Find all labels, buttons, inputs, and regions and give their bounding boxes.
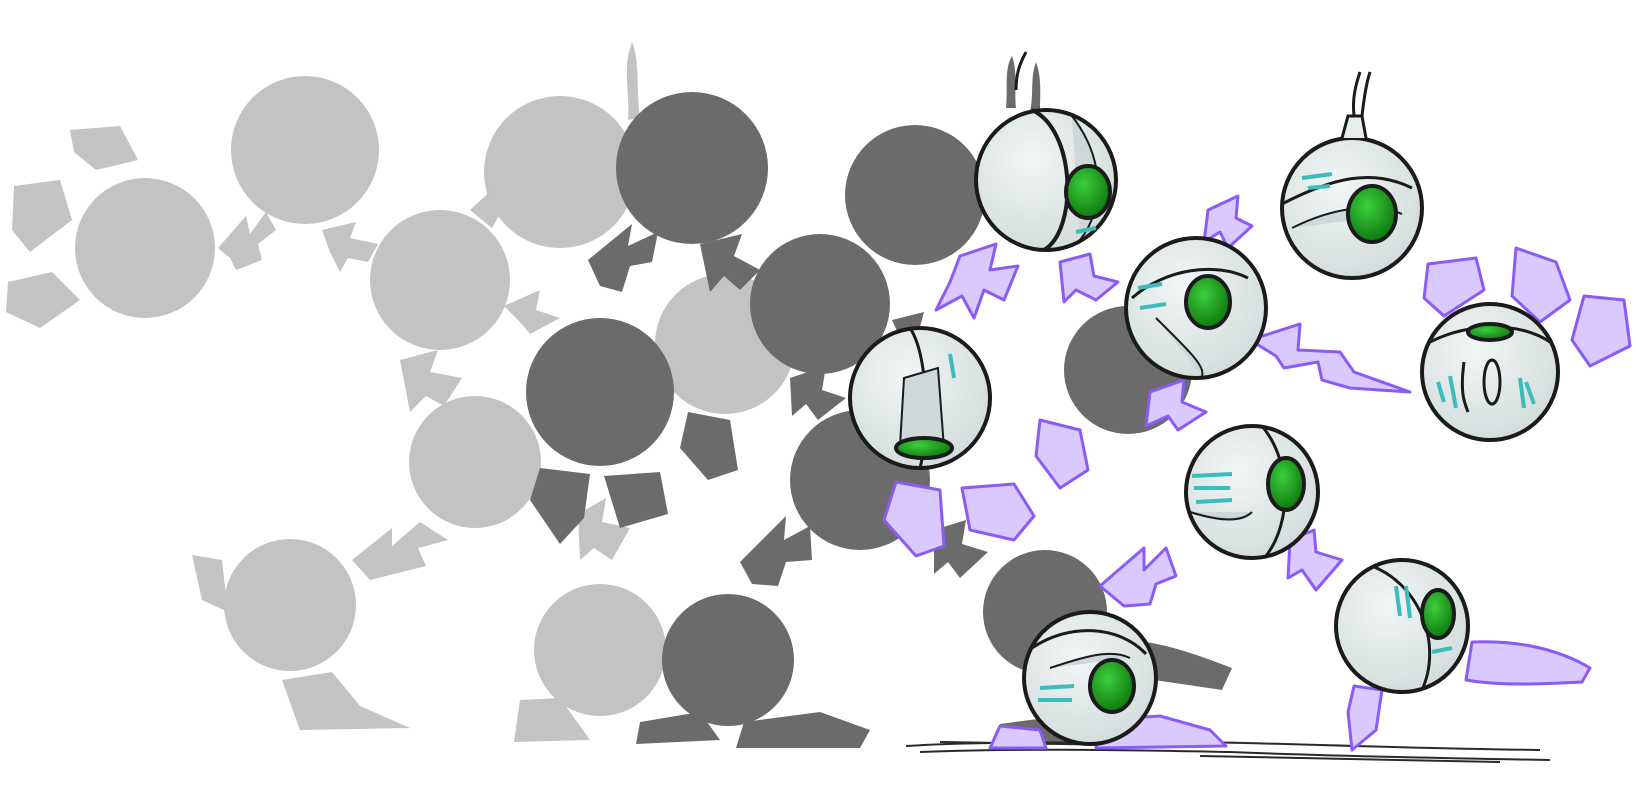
robot-orb-icon bbox=[1184, 424, 1320, 560]
limb-fragment-icon bbox=[1464, 640, 1592, 686]
lightning-bolt-icon bbox=[1058, 252, 1120, 304]
limb-fragment-icon bbox=[6, 272, 80, 328]
limb-fragment-icon bbox=[1510, 246, 1572, 324]
limb-fragment-icon bbox=[736, 712, 870, 748]
robot-orb-icon bbox=[1124, 236, 1268, 380]
lightning-bolt-icon bbox=[352, 522, 448, 580]
limb-fragment-icon bbox=[1034, 418, 1090, 490]
lightning-bolt-icon bbox=[854, 186, 902, 236]
lightning-bolt-icon bbox=[578, 498, 630, 560]
lightning-bolt-icon bbox=[504, 290, 560, 334]
limb-fragment-icon bbox=[1346, 684, 1384, 752]
limb-fragment-icon bbox=[1422, 256, 1486, 318]
limb-fragment-icon bbox=[192, 555, 228, 612]
ghost-orb bbox=[231, 76, 379, 224]
ghost-antenna bbox=[1030, 62, 1041, 112]
ghost-orb bbox=[616, 92, 768, 244]
ghost-orb bbox=[534, 584, 666, 716]
lightning-bolt-icon bbox=[700, 234, 760, 292]
ghost-orb bbox=[484, 96, 636, 248]
limb-fragment-icon bbox=[12, 180, 72, 252]
lightning-bolt-icon bbox=[400, 350, 462, 412]
limb-fragment-icon bbox=[604, 472, 668, 528]
robot-orb-icon bbox=[848, 326, 992, 470]
ghost-orb bbox=[370, 210, 510, 350]
lightning-bolt-icon bbox=[322, 222, 378, 272]
limb-fragment-icon bbox=[680, 412, 738, 480]
lightning-bolt-icon bbox=[790, 366, 846, 420]
lightning-bolt-icon bbox=[1144, 378, 1208, 432]
robot-orbs bbox=[848, 51, 1560, 746]
ghost-antenna bbox=[1006, 56, 1016, 108]
ghost-orb bbox=[750, 234, 890, 374]
lightning-bolt-icon bbox=[1286, 528, 1344, 592]
ghost-antenna bbox=[626, 42, 640, 120]
lightning-bolt-icon bbox=[470, 180, 520, 228]
ghost-orb bbox=[75, 178, 215, 318]
lightning-bolt-icon bbox=[588, 224, 658, 292]
limb-fragment-icon bbox=[70, 126, 138, 170]
robot-orb-icon bbox=[1280, 71, 1424, 280]
robot-orb-icon bbox=[1420, 302, 1560, 442]
limb-fragment-icon bbox=[636, 712, 720, 744]
ghost-layer-light bbox=[6, 42, 795, 742]
limb-fragment-icon bbox=[282, 672, 410, 730]
robot-orb-icon bbox=[974, 51, 1118, 252]
lightning-bolt-icon bbox=[934, 520, 988, 578]
limb-fragment-icon bbox=[514, 698, 590, 742]
ghost-orb bbox=[526, 318, 674, 466]
limb-fragment-icon bbox=[960, 482, 1036, 542]
lightning-bolt-icon bbox=[934, 242, 1020, 320]
limb-fragment-icon bbox=[1570, 294, 1632, 368]
limb-fragment-icon bbox=[530, 468, 590, 544]
electric-layer bbox=[882, 194, 1632, 752]
robot-orb-icon bbox=[1022, 610, 1158, 746]
limb-fragment-icon bbox=[882, 480, 946, 558]
lightning-bolt-icon bbox=[1248, 322, 1412, 394]
ghost-orb bbox=[662, 594, 794, 726]
lightning-bolt-icon bbox=[1098, 546, 1178, 608]
ghost-orb bbox=[224, 539, 356, 671]
limb-fragment-icon bbox=[988, 724, 1048, 750]
lightning-bolt-icon bbox=[218, 212, 276, 270]
lightning-bolt-icon bbox=[740, 516, 812, 586]
ghost-orb bbox=[409, 396, 541, 528]
robot-orb-icon bbox=[1334, 558, 1470, 694]
